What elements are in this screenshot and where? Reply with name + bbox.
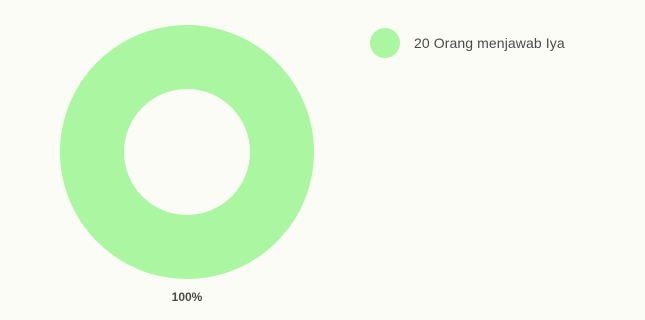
legend-label: 20 Orang menjawab Iya <box>414 35 565 51</box>
donut-slices <box>60 25 314 279</box>
legend-swatch <box>370 28 400 58</box>
donut-data-labels: 100% <box>172 290 203 304</box>
donut-data-label-0: 100% <box>172 290 203 304</box>
chart-legend: 20 Orang menjawab Iya <box>370 28 565 58</box>
donut-slice-0 <box>60 25 314 279</box>
